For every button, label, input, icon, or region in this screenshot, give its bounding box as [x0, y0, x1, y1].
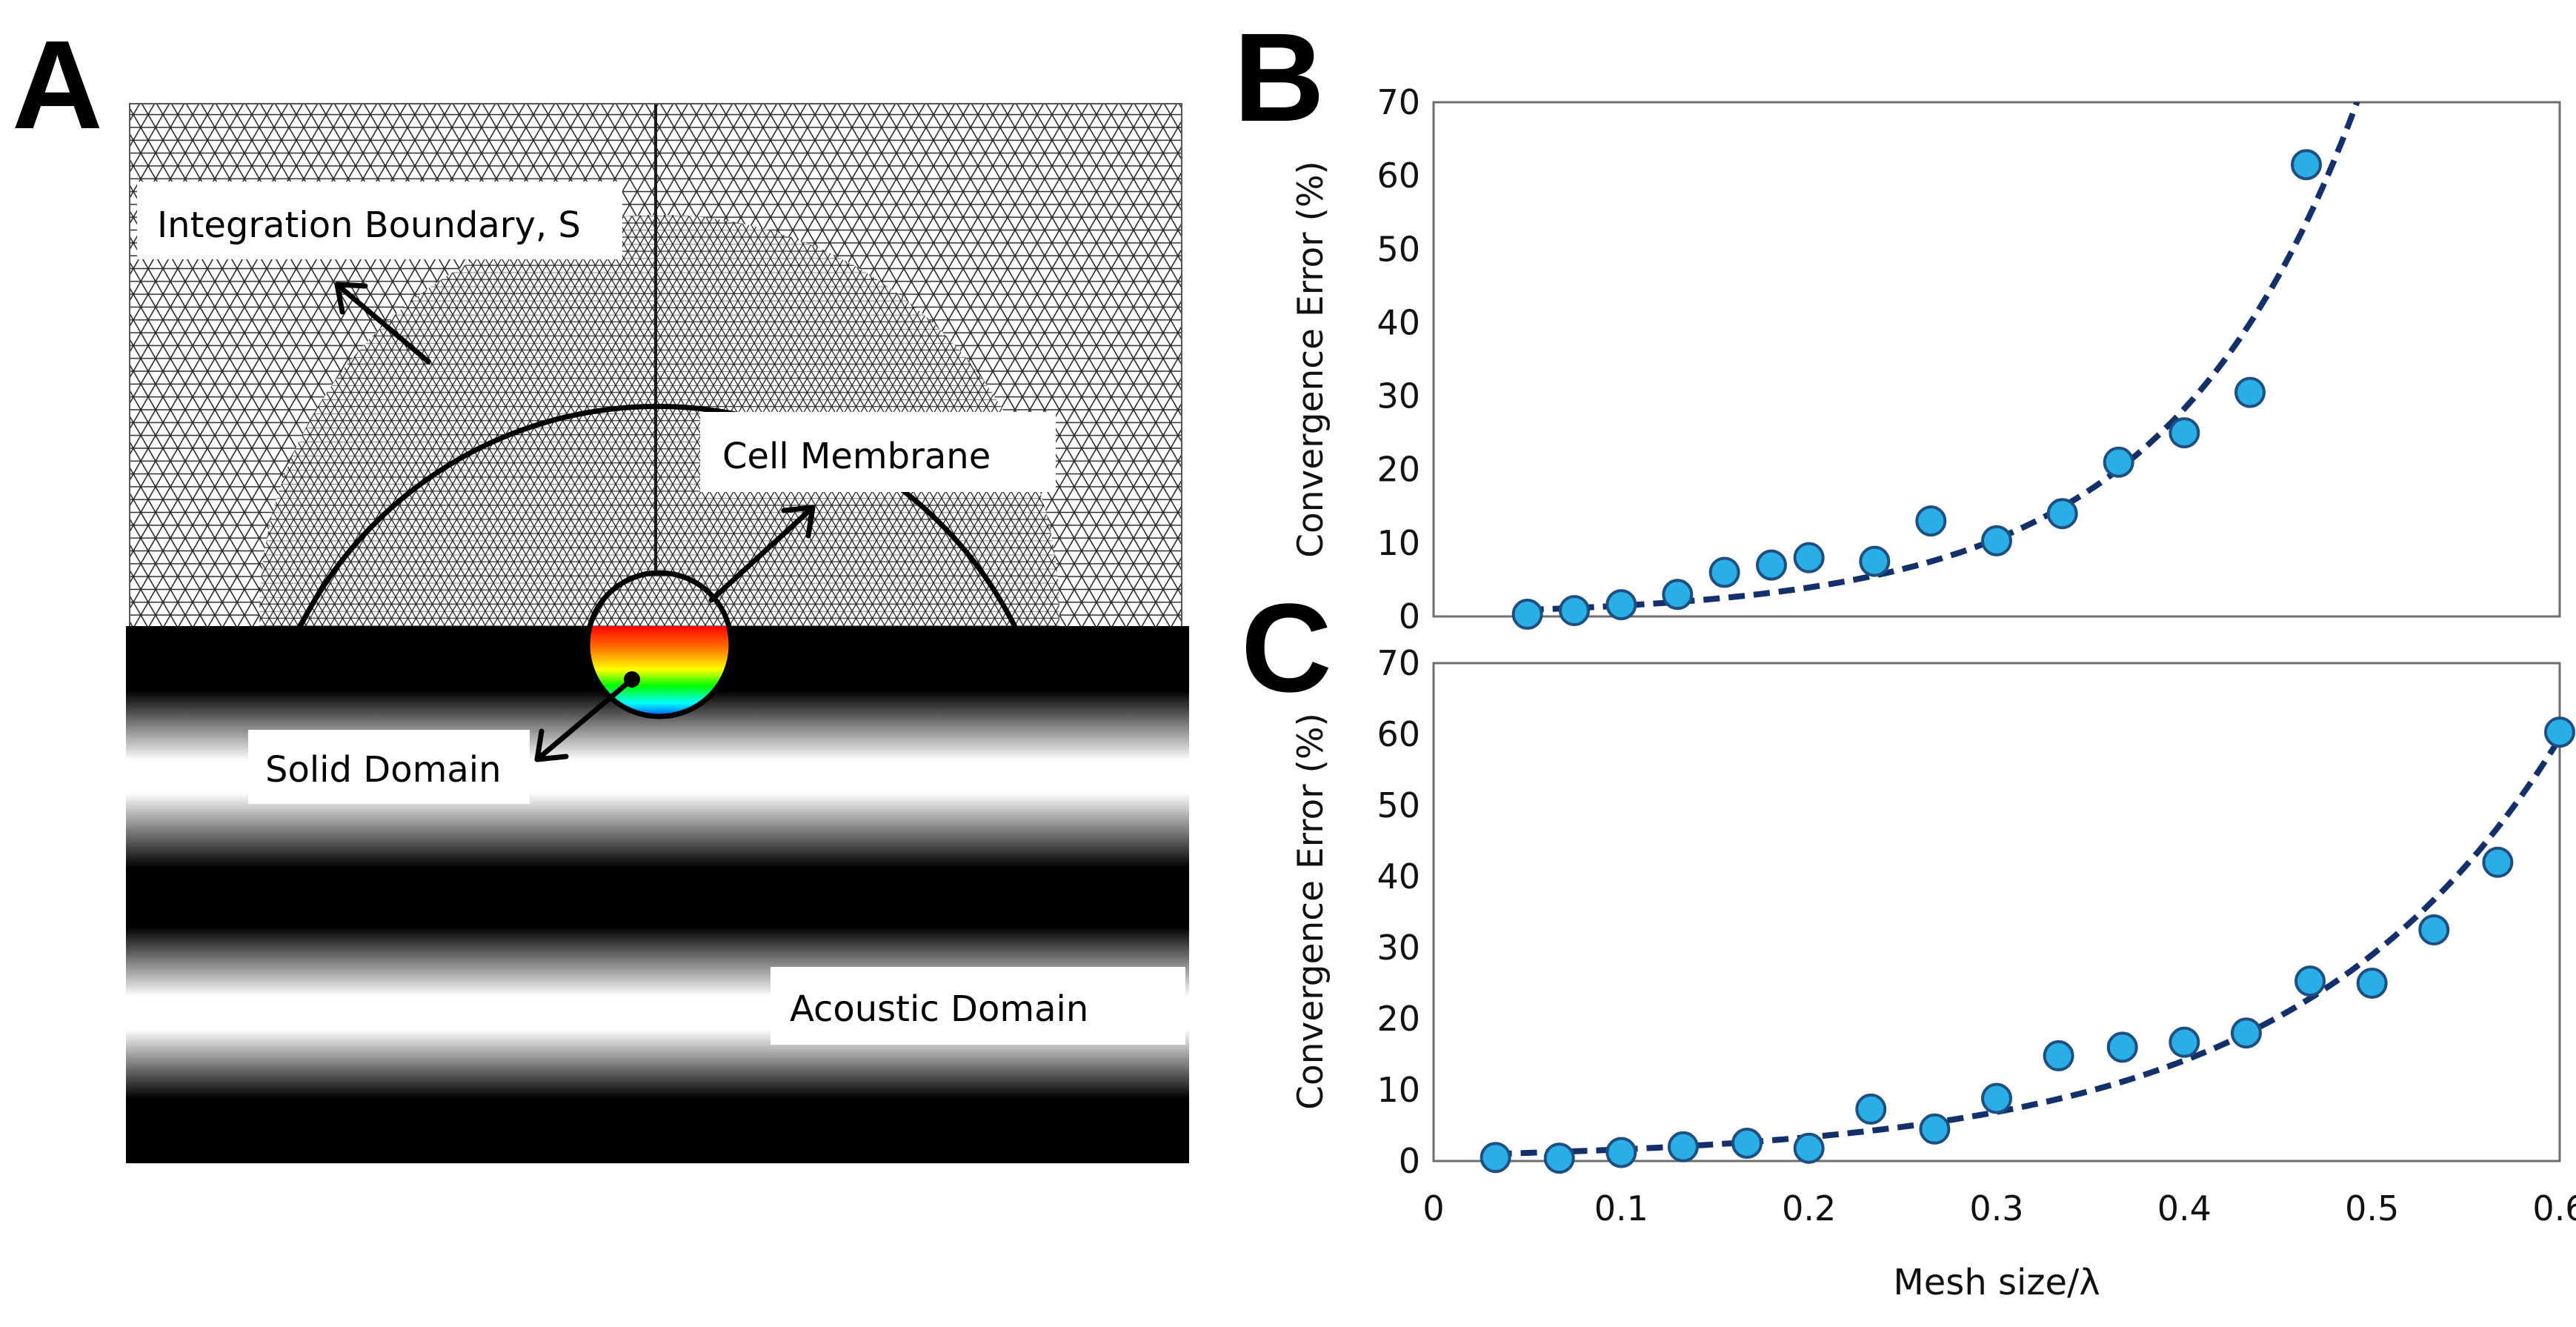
data-point: [1793, 1132, 1825, 1164]
cell-membrane-arrow: [708, 505, 816, 603]
y-tick-label: 70: [1377, 643, 1420, 683]
x-tick-label: 0.4: [2157, 1188, 2211, 1228]
panel-letter-c: C: [1241, 578, 1332, 719]
cell: [585, 570, 734, 719]
y-axis-label: Convergence Error (%): [1291, 161, 1331, 558]
y-tick-label: 30: [1377, 376, 1420, 416]
data-point: [1981, 525, 2012, 556]
x-tick-label: 0: [1422, 1188, 1444, 1228]
data-point: [2418, 914, 2450, 945]
y-tick-label: 40: [1377, 857, 1420, 897]
chart-c: 0 10 20 30 40 50 60 70 Convergence Error (%) 0 0.1…: [1291, 643, 2576, 1303]
acoustic-domain-label: Acoustic Domain: [790, 988, 1088, 1030]
y-tick-label: 10: [1377, 1070, 1420, 1110]
data-point: [1605, 589, 1637, 621]
data-point: [2482, 846, 2514, 878]
y-tick-label: 50: [1377, 785, 1420, 825]
data-point: [1919, 1113, 1951, 1145]
y-tick-label: 70: [1377, 82, 1420, 122]
solid-domain-label: Solid Domain: [265, 749, 502, 791]
data-point: [1731, 1128, 1763, 1159]
data-point: [1605, 1137, 1637, 1168]
panel-letter-b: B: [1234, 7, 1325, 148]
data-point: [2046, 498, 2078, 530]
convergence-charts: 0 10 20 30 40 50 60 70 Convergence Error (%) 0 10…: [1291, 82, 2576, 1303]
y-tick-label: 30: [1377, 928, 1420, 968]
data-point: [2294, 965, 2326, 997]
data-point: [2230, 1017, 2262, 1049]
integration-boundary-arrow: [334, 282, 431, 365]
data-point: [1855, 1093, 1887, 1125]
data-point: [1480, 1142, 1511, 1174]
y-tick-label: 20: [1377, 450, 1420, 490]
x-tick-label: 0.6: [2532, 1188, 2576, 1228]
x-tick-label: 0.5: [2345, 1188, 2399, 1228]
y-tick-label: 60: [1377, 156, 1420, 196]
y-tick-label: 0: [1399, 596, 1420, 636]
data-point: [2043, 1040, 2074, 1071]
y-tick-label: 50: [1377, 229, 1420, 269]
data-point: [1559, 595, 1590, 627]
data-point: [1915, 505, 1947, 537]
integration-boundary-label: Integration Boundary, S: [157, 204, 581, 246]
y-tick-label: 60: [1377, 714, 1420, 754]
data-point: [1662, 579, 1694, 611]
y-axis-label: Convergence Error (%): [1291, 713, 1331, 1110]
y-tick-label: 0: [1399, 1141, 1420, 1181]
plot-frame: [1432, 662, 2561, 1163]
cell-membrane-label: Cell Membrane: [722, 436, 991, 477]
data-point: [2169, 1026, 2200, 1058]
simulation-schematic: Integration Boundary, S Cell Membrane So…: [126, 103, 1189, 1163]
data-point: [2356, 968, 2388, 999]
data-point: [2234, 376, 2266, 408]
x-tick-label: 0.2: [1782, 1188, 1836, 1228]
data-point: [2103, 446, 2134, 478]
data-point: [1511, 599, 1543, 631]
y-tick-label: 40: [1377, 302, 1420, 342]
data-point: [2544, 716, 2575, 748]
solid-domain-arrow: [534, 676, 635, 762]
data-point: [1543, 1143, 1575, 1174]
y-tick-label: 20: [1377, 999, 1420, 1039]
data-point: [1859, 545, 1891, 577]
x-tick-label: 0.3: [1969, 1188, 2023, 1228]
data-point: [2106, 1031, 2138, 1063]
data-point: [1708, 556, 1740, 588]
panel-letter-a: A: [12, 15, 103, 156]
chart-b: 0 10 20 30 40 50 60 70 Convergence Error (%): [1291, 82, 2561, 636]
data-point: [1756, 549, 1787, 581]
data-point: [2169, 417, 2200, 449]
data-point: [1793, 542, 1825, 573]
x-tick-label: 0.1: [1594, 1188, 1648, 1228]
y-tick-label: 10: [1377, 523, 1420, 563]
integration-boundary-arc: [297, 403, 1018, 628]
data-point: [1981, 1082, 2012, 1114]
x-axis-label: Mesh size/λ: [1893, 1262, 2100, 1303]
data-point: [1667, 1131, 1699, 1163]
data-point: [2291, 149, 2322, 181]
